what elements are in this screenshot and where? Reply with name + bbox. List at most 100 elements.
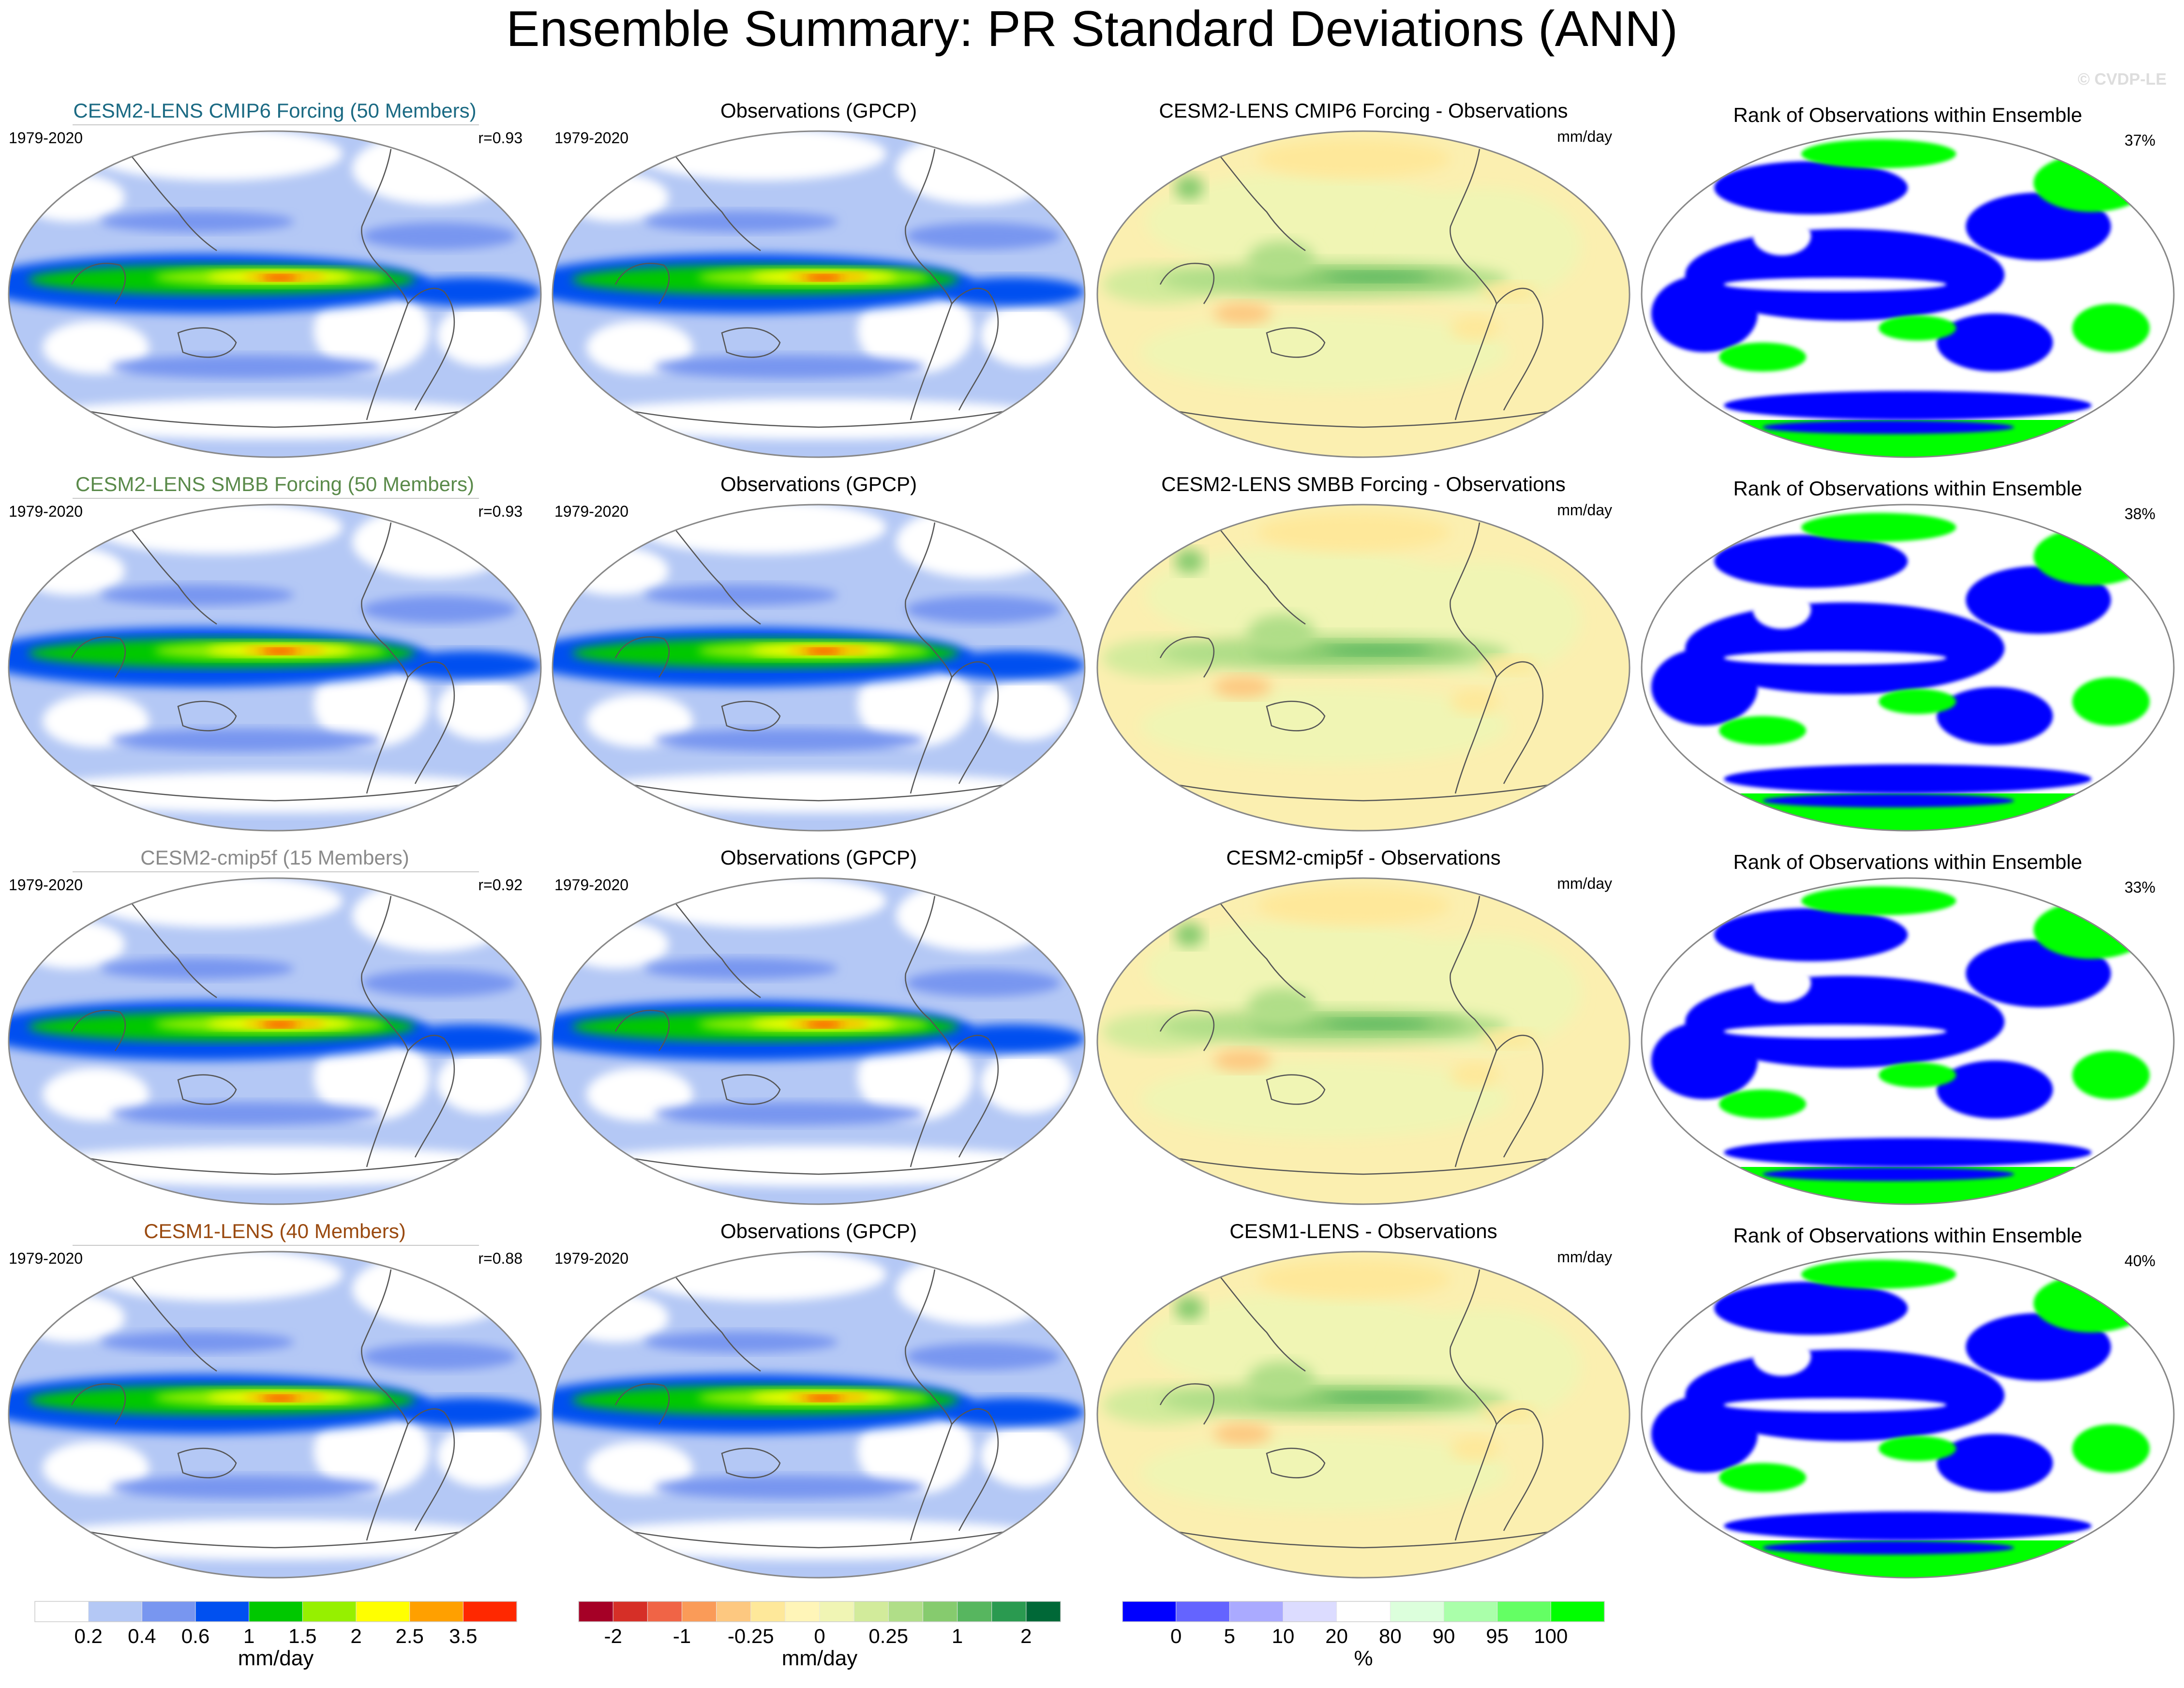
rank-panel: Rank of Observations within Ensemble 40%	[1637, 1224, 2179, 1584]
units-label: mm/day	[1557, 501, 1612, 519]
ensemble-panel-title: CESM2-LENS CMIP6 Forcing (50 Members)	[73, 99, 476, 122]
difference-panel: CESM2-LENS SMBB Forcing - Observations mm…	[1092, 473, 1634, 835]
rank-panel-title: Rank of Observations within Ensemble	[1733, 1224, 2082, 1247]
ensemble-std-map	[0, 127, 546, 461]
rank-panel-title: Rank of Observations within Ensemble	[1733, 477, 2082, 500]
colorbar-tick-label: -0.25	[728, 1625, 774, 1647]
colorbar-frame	[1122, 1601, 1605, 1622]
ensemble-panel: CESM2-cmip5f (15 Members) 1979-2020 r=0.92	[0, 846, 546, 1208]
observations-panel-title: Observations (GPCP)	[720, 99, 917, 122]
period-label: 1979-2020	[9, 876, 83, 894]
difference-panel-title: CESM2-LENS SMBB Forcing - Observations	[1161, 473, 1566, 495]
figure-title: Ensemble Summary: PR Standard Deviations…	[506, 1, 1678, 57]
difference-map	[1092, 874, 1634, 1208]
colorbar-swatch	[302, 1601, 357, 1622]
colorbar-swatch	[578, 1601, 614, 1622]
ensemble-panel-title: CESM1-LENS (40 Members)	[144, 1220, 405, 1242]
colorbar-units-label: mm/day	[238, 1646, 314, 1670]
observations-std-map	[519, 501, 1090, 835]
ensemble-std-map	[0, 501, 546, 835]
observations-std-map	[519, 1248, 1090, 1582]
colorbar-swatch	[1390, 1601, 1444, 1622]
colorbar-swatch	[1550, 1601, 1605, 1622]
colorbar-swatch	[613, 1601, 648, 1622]
panel-grid: CESM2-LENS CMIP6 Forcing (50 Members) 197…	[0, 99, 2179, 1584]
colorbar-tick-label: 5	[1224, 1625, 1235, 1647]
difference-map	[1092, 1248, 1634, 1582]
ensemble-panel: CESM2-LENS CMIP6 Forcing (50 Members) 197…	[0, 99, 546, 461]
correlation-label: r=0.88	[478, 1250, 523, 1267]
colorbar-tick-label: 2	[1020, 1625, 1032, 1647]
rank-map	[1637, 1248, 2179, 1584]
difference-map	[1092, 127, 1634, 461]
observations-panel-title: Observations (GPCP)	[720, 846, 917, 869]
colorbar-tick-label: 0.4	[128, 1625, 156, 1647]
panel-row-2: CESM2-LENS SMBB Forcing (50 Members) 1979…	[0, 473, 2179, 837]
colorbar-swatch	[819, 1601, 855, 1622]
difference-panel-title: CESM1-LENS - Observations	[1229, 1220, 1497, 1242]
rank-percent-label: 38%	[2124, 505, 2155, 523]
rank-panel-title: Rank of Observations within Ensemble	[1733, 851, 2082, 873]
observations-std-map	[519, 127, 1090, 461]
colorbar-swatch	[957, 1601, 992, 1622]
period-label: 1979-2020	[554, 876, 628, 894]
colorbar-swatch	[1026, 1601, 1062, 1622]
period-label: 1979-2020	[554, 129, 628, 147]
colorbar-swatch	[1229, 1601, 1284, 1622]
colorbar-tick-label: 0.6	[181, 1625, 209, 1647]
colorbar-tick-label: 1	[243, 1625, 254, 1647]
period-label: 1979-2020	[554, 1250, 628, 1267]
observations-panel: Observations (GPCP) 1979-2020	[519, 846, 1090, 1208]
ensemble-std-map	[0, 1248, 546, 1582]
observations-std-map	[519, 874, 1090, 1208]
colorbar-swatch	[141, 1601, 196, 1622]
colorbar-tick-label: 0.25	[868, 1625, 908, 1647]
period-label: 1979-2020	[9, 1250, 83, 1267]
colorbar-swatch	[1443, 1601, 1498, 1622]
colorbar-swatch	[195, 1601, 250, 1622]
colorbar-tick-label: 1.5	[288, 1625, 316, 1647]
panel-row-3: CESM2-cmip5f (15 Members) 1979-2020 r=0.92…	[0, 846, 2179, 1210]
panel-row-1: CESM2-LENS CMIP6 Forcing (50 Members) 197…	[0, 99, 2179, 463]
ensemble-panel: CESM1-LENS (40 Members) 1979-2020 r=0.88	[0, 1220, 546, 1582]
colorbar-swatch	[1176, 1601, 1230, 1622]
rank-map	[1637, 127, 2179, 463]
colorbar-tick-label: -1	[673, 1625, 691, 1647]
difference-panel: CESM1-LENS - Observations mm/day	[1092, 1220, 1634, 1582]
colorbar-swatch	[991, 1601, 1027, 1622]
colorbar-swatch	[681, 1601, 717, 1622]
colorbar-swatch	[1336, 1601, 1391, 1622]
colorbar-tick-label: 0	[814, 1625, 825, 1647]
rank-percent-label: 37%	[2124, 132, 2155, 149]
colorbar-frame	[578, 1601, 1061, 1622]
difference-panel-title: CESM2-cmip5f - Observations	[1226, 846, 1500, 869]
colorbar-group: 0.2 0.4 0.6 1 1.5 2 2.5 3.5 mm/day -2 -1 -0.25 0 0.25…	[34, 1601, 1605, 1670]
colorbar-swatch	[922, 1601, 958, 1622]
observations-panel: Observations (GPCP) 1979-2020	[519, 1220, 1090, 1582]
rank-percent-label: 33%	[2124, 879, 2155, 896]
observations-panel-title: Observations (GPCP)	[720, 473, 917, 495]
colorbar-tick-label: 0.2	[74, 1625, 102, 1647]
colorbar-tick-label: 1	[952, 1625, 963, 1647]
colorbar-tick-label: 2.5	[395, 1625, 423, 1647]
colorbar-swatch	[463, 1601, 517, 1622]
colorbar-swatch	[716, 1601, 751, 1622]
colorbar-tick-label: 95	[1486, 1625, 1509, 1647]
rank-panel-title: Rank of Observations within Ensemble	[1733, 104, 2082, 126]
colorbar-swatch	[356, 1601, 410, 1622]
units-label: mm/day	[1557, 875, 1612, 892]
rank-map	[1637, 501, 2179, 837]
colorbar-swatch	[888, 1601, 924, 1622]
colorbar-1: 0.2 0.4 0.6 1 1.5 2 2.5 3.5 mm/day	[34, 1601, 517, 1670]
period-label: 1979-2020	[9, 129, 83, 147]
difference-map	[1092, 501, 1634, 835]
watermark: © CVDP-LE	[2078, 70, 2167, 89]
rank-panel: Rank of Observations within Ensemble 33%	[1637, 851, 2179, 1210]
colorbar-units-label: %	[1354, 1646, 1373, 1670]
colorbar-tick-label: 90	[1433, 1625, 1455, 1647]
ensemble-panel-title: CESM2-cmip5f (15 Members)	[140, 846, 409, 869]
rank-panel: Rank of Observations within Ensemble 38%	[1637, 477, 2179, 837]
colorbar-swatch	[1122, 1601, 1177, 1622]
correlation-label: r=0.92	[478, 876, 523, 894]
colorbar-tick-label: 0	[1170, 1625, 1182, 1647]
